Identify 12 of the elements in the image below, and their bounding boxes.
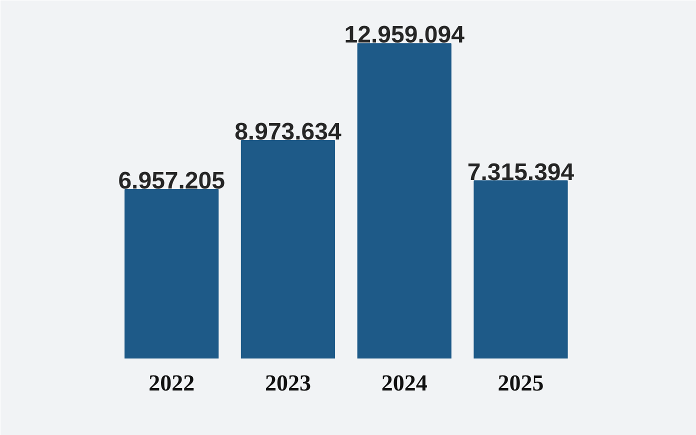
bar <box>124 188 219 358</box>
x-tick-label: 2024 <box>381 370 428 396</box>
data-label: 8.973.634 <box>234 118 342 146</box>
x-tick-label: 2025 <box>498 370 544 396</box>
data-label: 12.959.094 <box>344 22 466 49</box>
data-label: 7.315.394 <box>467 158 575 186</box>
x-tick-label: 2022 <box>148 370 195 396</box>
bar <box>240 140 336 358</box>
data-label: 6.957.205 <box>118 167 225 194</box>
x-tick-label: 2023 <box>264 370 311 396</box>
bar <box>474 180 568 358</box>
bar <box>357 43 452 358</box>
